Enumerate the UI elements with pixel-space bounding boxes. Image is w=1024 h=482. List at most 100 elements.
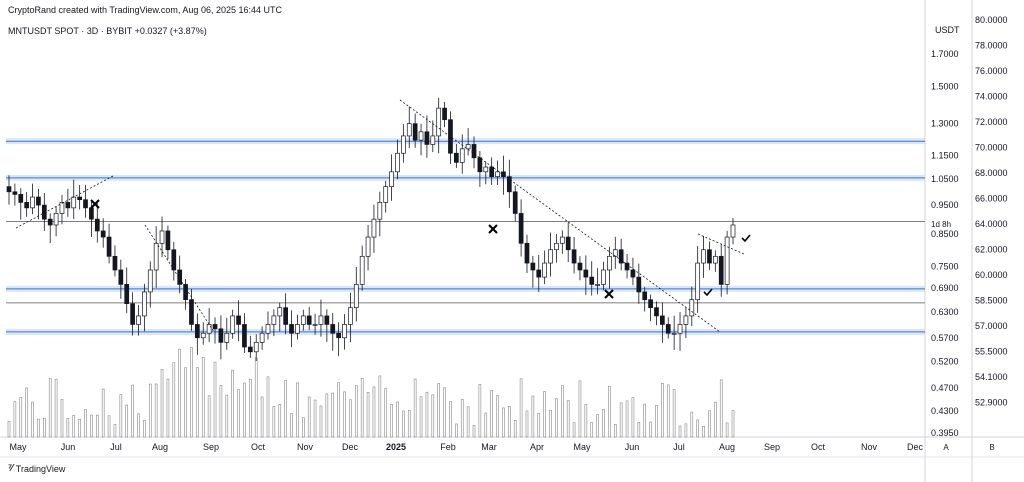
time-tick-label: Apr — [530, 442, 544, 452]
tradingview-logo[interactable]: ⁷⁄ TradingView — [8, 463, 65, 474]
volume-bar — [396, 401, 399, 438]
volume-bar — [725, 422, 729, 438]
time-tick-label: Sep — [764, 442, 780, 452]
countdown-label: 1d 8h — [931, 220, 951, 229]
candle-up — [459, 148, 465, 163]
axis-button-b[interactable]: B — [989, 443, 994, 452]
volume-bar — [631, 397, 635, 438]
volume-bar — [107, 415, 111, 438]
candle-down — [41, 204, 47, 220]
candle-down — [100, 230, 106, 238]
symbol-sep: · — [100, 26, 104, 36]
candle-down — [453, 152, 459, 163]
volume-bar — [343, 391, 346, 438]
volume-bar — [714, 401, 717, 438]
volume-bar — [672, 389, 676, 438]
volume-bar — [243, 382, 246, 438]
volume-bar — [490, 390, 493, 438]
volume-bar — [219, 385, 223, 438]
time-tick-label: Dec — [907, 442, 924, 452]
volume-bar — [19, 397, 23, 438]
alt-tick-label: 52.9000 — [975, 398, 1008, 408]
volume-bar — [590, 422, 594, 438]
volume-bar — [602, 409, 605, 438]
volume-bar — [166, 378, 170, 438]
volume-bar — [696, 419, 699, 438]
alt-tick-label: 76.0000 — [975, 66, 1008, 76]
candle-up — [277, 307, 283, 317]
time-tick-label: Jul — [110, 442, 122, 452]
candle-down — [195, 324, 200, 339]
volume-bar — [513, 419, 517, 438]
candle-up — [371, 218, 377, 238]
volume-bar — [113, 424, 117, 438]
candle-up — [295, 324, 300, 334]
candle-down — [171, 249, 177, 271]
volume-bar — [13, 401, 17, 438]
candle-down — [77, 196, 82, 201]
time-tick-label: May — [9, 442, 27, 452]
alt-tick-label: 60.0000 — [975, 270, 1008, 280]
trendline — [697, 233, 745, 255]
candle-down — [94, 218, 100, 232]
symbol-exchange: BYBIT — [106, 26, 133, 36]
candle-up — [495, 171, 500, 178]
volume-bar — [95, 414, 99, 438]
volume-bar — [566, 400, 570, 438]
candle-up — [401, 135, 406, 154]
price-tick-label: 0.4300 — [931, 406, 959, 416]
candle-down — [589, 276, 595, 285]
volume-bar — [284, 380, 287, 438]
check-marker — [703, 288, 713, 297]
price-tick-label: 1.1500 — [931, 150, 959, 160]
volume-bar — [125, 404, 129, 438]
candle-up — [712, 255, 718, 264]
candle-up — [483, 166, 489, 173]
volume-bar — [407, 409, 411, 438]
volume-bar — [555, 398, 558, 438]
volume-bar — [313, 399, 317, 438]
price-tick-label: 0.8500 — [931, 229, 959, 239]
symbol-legend[interactable]: MNTUSDT SPOT · 3D · BYBIT +0.0327 (+3.87… — [8, 26, 207, 36]
candle-up — [430, 135, 436, 145]
candle-down — [12, 191, 18, 195]
candle-up — [312, 324, 318, 326]
price-tick-label: 0.6300 — [931, 307, 959, 317]
alt-tick-label: 68.0000 — [975, 168, 1008, 178]
candle-up — [353, 284, 359, 309]
candle-up — [724, 236, 730, 285]
candle-up — [559, 236, 565, 244]
volume-bar — [719, 379, 723, 438]
candle-down — [242, 324, 247, 348]
candle-up — [377, 202, 383, 220]
time-tick-label: Dec — [342, 442, 359, 452]
volume-bar — [549, 410, 552, 438]
candle-up — [542, 262, 547, 278]
volume-bar — [666, 384, 670, 438]
volume-bar — [354, 385, 358, 438]
time-tick-label: Feb — [440, 442, 456, 452]
currency-label: USDT — [935, 25, 960, 35]
volume-bar — [360, 378, 364, 438]
candle-up — [30, 196, 35, 209]
candle-down — [618, 249, 624, 264]
volume-bar — [201, 357, 205, 438]
volume-bar — [502, 407, 505, 438]
volume-bar — [431, 394, 435, 438]
tradingview-icon: ⁷⁄ — [8, 463, 13, 474]
candle-down — [501, 171, 506, 178]
candle-up — [406, 123, 412, 137]
candle-up — [359, 255, 365, 285]
price-tick-label: 1.0500 — [931, 174, 959, 184]
candle-down — [6, 186, 12, 193]
volume-bar — [25, 387, 28, 438]
candle-down — [118, 269, 124, 285]
candle-down — [718, 255, 724, 285]
candle-down — [412, 123, 418, 141]
axis-button-a[interactable]: A — [943, 443, 949, 452]
volume-bar — [690, 411, 694, 438]
volume-bar — [437, 383, 440, 438]
price-tick-label: 0.9500 — [931, 200, 959, 210]
cross-marker — [604, 289, 614, 299]
